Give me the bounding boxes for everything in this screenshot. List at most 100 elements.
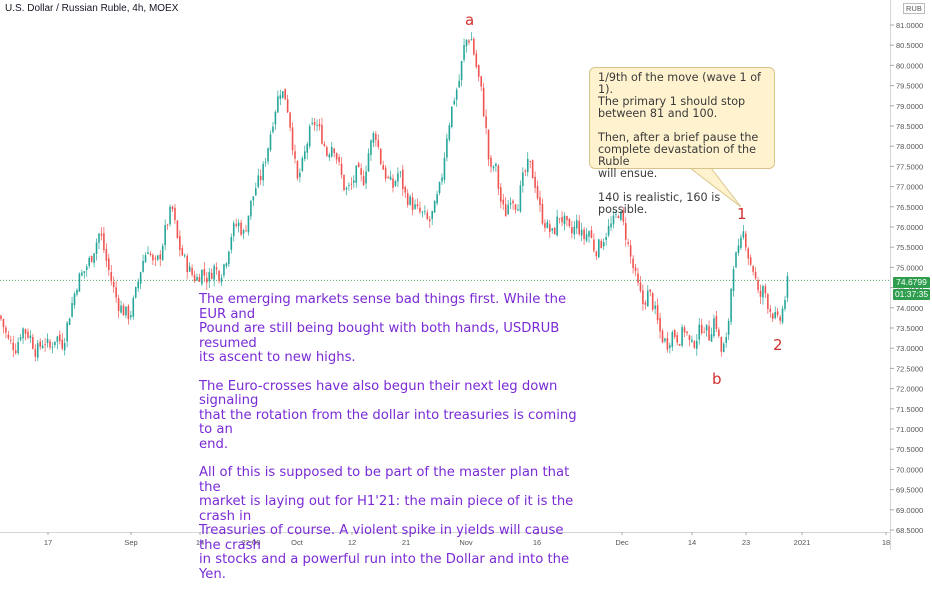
candle-body <box>664 338 666 341</box>
candle-body <box>784 299 786 310</box>
candle-body <box>497 165 500 189</box>
candle-body <box>100 233 103 236</box>
candle-body <box>414 204 416 209</box>
candle-body <box>500 187 502 202</box>
candle-body <box>326 147 328 156</box>
candle-body <box>563 215 566 225</box>
candle-body <box>458 80 460 88</box>
candle-body <box>482 87 485 117</box>
y-tick-label: 72.0000 <box>896 385 923 394</box>
candle-body <box>272 126 274 133</box>
candle-body <box>732 269 735 292</box>
candle-body <box>157 255 159 260</box>
candle-body <box>676 335 678 343</box>
y-tick-label: 68.5000 <box>896 526 923 535</box>
candle-body <box>632 258 634 269</box>
candle-body <box>610 223 612 228</box>
candle-body <box>629 245 632 257</box>
candle-body <box>465 39 468 47</box>
candle-body <box>218 270 220 282</box>
callout-note[interactable]: 1/9th of the move (wave 1 of 1). The pri… <box>589 67 775 216</box>
annotation-paragraph-3: All of this is supposed to be part of th… <box>199 465 574 582</box>
candle-body <box>132 297 135 317</box>
candle-body <box>575 220 578 229</box>
x-tick-label: Oct <box>291 538 304 547</box>
candle-body <box>566 215 568 221</box>
candle-body <box>534 176 536 188</box>
candle-body <box>196 276 198 281</box>
candle-body <box>81 272 83 276</box>
candle-body <box>767 294 769 310</box>
candle-body <box>267 148 269 162</box>
candle-body <box>421 211 424 213</box>
candle-body <box>551 228 554 231</box>
y-tick-label: 70.5000 <box>896 445 923 454</box>
candle-body <box>620 211 622 220</box>
y-tick-label: 74.5000 <box>896 284 923 293</box>
candle-body <box>299 172 301 177</box>
candle-body <box>44 344 46 346</box>
price-chart[interactable]: 68.5000 69.0000 69.5000 70.0000 70.5000 71.00… <box>0 0 932 550</box>
candle-body <box>201 269 203 284</box>
candle-body <box>590 230 593 238</box>
candle-body <box>460 61 463 81</box>
candle-body <box>32 337 34 349</box>
candle-body <box>428 219 431 222</box>
candle-body <box>769 308 772 312</box>
candle-body <box>286 99 289 113</box>
candle-body <box>279 95 282 99</box>
candle-body <box>634 267 637 272</box>
x-tick-label: 22:00 <box>242 538 261 547</box>
candle-body <box>36 343 39 358</box>
candle-body <box>433 201 436 213</box>
candle-body <box>137 281 139 289</box>
y-tick-label: 76.5000 <box>896 203 923 212</box>
candle-body <box>78 273 81 292</box>
candle-body <box>264 162 267 163</box>
candle-body <box>556 216 558 236</box>
candle-body <box>568 218 571 227</box>
candle-body <box>651 293 654 310</box>
candle-body <box>394 180 397 186</box>
candle-body <box>125 306 127 316</box>
candle-body <box>455 89 458 100</box>
candle-body <box>661 330 664 343</box>
candle-body <box>622 210 625 222</box>
y-tick-label: 71.0000 <box>896 425 923 434</box>
y-tick-label: 80.5000 <box>896 41 923 50</box>
candle-body <box>66 322 68 342</box>
candle-body <box>17 342 19 354</box>
candle-body <box>117 298 120 311</box>
candle-body <box>781 308 784 323</box>
candle-body <box>130 315 132 318</box>
candle-body <box>203 269 206 276</box>
candle-body <box>110 272 113 282</box>
candle-body <box>321 124 323 144</box>
candle-body <box>688 335 691 340</box>
candle-body <box>389 176 392 180</box>
candle-body <box>365 171 367 184</box>
candle-body <box>602 242 605 247</box>
candle-body <box>681 327 683 346</box>
currency-badge[interactable]: RUB <box>903 3 925 14</box>
candle-body <box>301 157 304 171</box>
candle-body <box>183 255 186 257</box>
candle-body <box>161 245 164 260</box>
candle-body <box>600 240 603 249</box>
candle-body <box>774 312 776 318</box>
candle-body <box>666 338 669 350</box>
candle-body <box>294 151 296 159</box>
candle-body <box>387 176 389 178</box>
candle-body <box>558 218 561 219</box>
candle-body <box>698 324 701 340</box>
candle-body <box>475 53 478 68</box>
candle-body <box>495 163 497 167</box>
wave-label-1: 1 <box>737 205 747 223</box>
candle-body <box>512 200 514 204</box>
candle-body <box>448 125 451 140</box>
candle-body <box>159 254 162 260</box>
candle-body <box>485 116 487 128</box>
candle-body <box>776 311 779 316</box>
candle-body <box>446 138 448 158</box>
candle-body <box>357 163 360 168</box>
